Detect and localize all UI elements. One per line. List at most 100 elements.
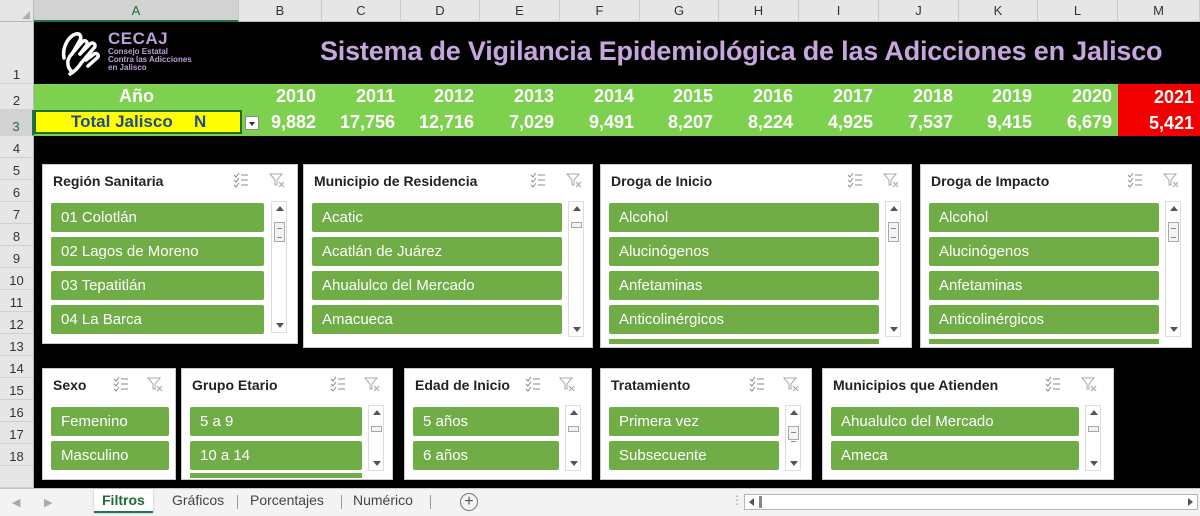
slicer-scrollbar[interactable] [271, 201, 287, 333]
col-header-h[interactable]: H [719, 0, 799, 22]
slicer-item[interactable]: Amacueca [312, 305, 562, 334]
scroll-thumb[interactable] [274, 222, 285, 242]
col-header-f[interactable]: F [560, 0, 640, 22]
total-cell[interactable]: 4,925 [827, 112, 873, 132]
multi-select-icon[interactable] [113, 376, 129, 392]
slicer-item[interactable]: Alcohol [609, 203, 879, 232]
year-cell[interactable]: 2016 [752, 86, 793, 106]
slicer-scrollbar[interactable] [568, 201, 584, 337]
multi-select-icon[interactable] [749, 376, 765, 392]
slicer-item[interactable]: Masculino [51, 441, 169, 470]
scroll-right-icon[interactable] [1188, 498, 1193, 506]
tab-numerico[interactable]: Numérico [353, 492, 413, 508]
slicer-item[interactable]: 04 La Barca [51, 305, 264, 334]
select-all-corner[interactable] [0, 0, 34, 22]
col-header-d[interactable]: D [401, 0, 480, 22]
row-header-13[interactable]: 13 [0, 334, 34, 356]
slicer-item[interactable]: Alcohol [929, 203, 1159, 232]
tab-graficos[interactable]: Gráficos [172, 492, 225, 508]
row-header-1[interactable]: 1 [0, 22, 34, 84]
scroll-down-icon[interactable] [1090, 461, 1098, 466]
plus-circle-icon[interactable]: + [460, 493, 478, 511]
year-cell[interactable]: 2010 [275, 86, 316, 106]
col-header-c[interactable]: C [322, 0, 401, 22]
year-label-cell[interactable]: Año [119, 86, 154, 106]
row-header-6[interactable]: 6 [0, 180, 34, 202]
multi-select-icon[interactable] [233, 172, 249, 188]
total-cell[interactable]: 9,882 [270, 112, 316, 132]
dropdown-arrow-icon[interactable] [245, 116, 259, 130]
slicer-item[interactable]: Alucinógenos [609, 237, 879, 266]
scroll-up-icon[interactable] [373, 410, 381, 415]
year-cell[interactable]: 2019 [991, 86, 1032, 106]
slicer-item[interactable]: Ameca [831, 441, 1079, 470]
row-header-11[interactable]: 11 [0, 290, 34, 312]
clear-filter-icon[interactable] [883, 172, 899, 188]
slicer-item-partial[interactable] [929, 339, 1159, 344]
row-header-4[interactable]: 4 [0, 136, 34, 158]
total-cell[interactable]: 12,716 [418, 112, 474, 132]
slicer-item[interactable]: Femenino [51, 407, 169, 436]
multi-select-icon[interactable] [530, 172, 546, 188]
horizontal-scrollbar[interactable] [744, 494, 1198, 510]
col-header-k[interactable]: K [959, 0, 1038, 22]
scroll-thumb[interactable] [1088, 426, 1099, 432]
scroll-thumb[interactable] [571, 222, 582, 228]
scroll-up-icon[interactable] [890, 206, 898, 211]
row-header-9[interactable]: 9 [0, 246, 34, 268]
year-cell[interactable]: 2015 [672, 86, 713, 106]
tab-porcentajes[interactable]: Porcentajes [250, 492, 324, 508]
scroll-up-icon[interactable] [1090, 410, 1098, 415]
clear-filter-icon[interactable] [364, 376, 380, 392]
col-header-j[interactable]: J [879, 0, 959, 22]
col-header-e[interactable]: E [480, 0, 560, 22]
row-header-3[interactable]: 3 [0, 110, 34, 136]
col-header-b[interactable]: B [239, 0, 322, 22]
row-header-5[interactable]: 5 [0, 158, 34, 180]
year-cell[interactable]: 2014 [593, 86, 634, 106]
slicer-item[interactable]: 5 a 9 [190, 407, 362, 436]
clear-filter-icon[interactable] [559, 376, 575, 392]
scroll-thumb[interactable] [788, 426, 799, 442]
scroll-thumb[interactable] [759, 496, 762, 508]
slicer-item[interactable]: Subsecuente [609, 441, 779, 470]
clear-filter-icon[interactable] [147, 376, 163, 392]
scroll-thumb[interactable] [888, 222, 899, 242]
multi-select-icon[interactable] [1127, 172, 1143, 188]
slicer-item[interactable]: Anfetaminas [929, 271, 1159, 300]
slicer-scrollbar[interactable] [885, 201, 901, 337]
year-cell[interactable]: 2017 [832, 86, 873, 106]
scroll-down-icon[interactable] [373, 461, 381, 466]
clear-filter-icon[interactable] [566, 172, 582, 188]
row-header-15[interactable]: 15 [0, 378, 34, 400]
total-cell[interactable]: 8,224 [747, 112, 793, 132]
total-cell[interactable]: 17,756 [339, 112, 395, 132]
year-cell[interactable]: 2018 [912, 86, 953, 106]
year-cell-highlight[interactable]: 2021 [1118, 84, 1200, 110]
slicer-item-partial[interactable] [609, 339, 879, 344]
slicer-item[interactable]: 6 años [413, 441, 559, 470]
row-header-12[interactable]: 12 [0, 312, 34, 334]
slicer-item[interactable]: Alucinógenos [929, 237, 1159, 266]
scroll-up-icon[interactable] [570, 410, 578, 415]
tab-filtros[interactable]: Filtros [94, 489, 153, 513]
clear-filter-icon[interactable] [269, 172, 285, 188]
slicer-item[interactable]: Acatlán de Juárez [312, 237, 562, 266]
year-cell[interactable]: 2020 [1071, 86, 1112, 106]
scroll-up-icon[interactable] [1170, 206, 1178, 211]
row-header-18[interactable]: 18 [0, 444, 34, 466]
scroll-thumb[interactable] [371, 426, 382, 432]
slicer-item[interactable]: Anticolinérgicos [929, 305, 1159, 334]
slicer-scrollbar[interactable] [785, 405, 801, 471]
scroll-thumb[interactable] [568, 426, 579, 432]
clear-filter-icon[interactable] [1163, 172, 1179, 188]
scroll-down-icon[interactable] [573, 327, 581, 332]
row-header-7[interactable]: 7 [0, 202, 34, 224]
row-header-8[interactable]: 8 [0, 224, 34, 246]
row-header-17[interactable]: 17 [0, 422, 34, 444]
col-header-g[interactable]: G [640, 0, 719, 22]
slicer-item[interactable]: Ahualulco del Mercado [312, 271, 562, 300]
total-cell[interactable]: 7,537 [907, 112, 953, 132]
year-cell[interactable]: 2011 [355, 86, 395, 106]
slicer-item[interactable]: Anfetaminas [609, 271, 879, 300]
